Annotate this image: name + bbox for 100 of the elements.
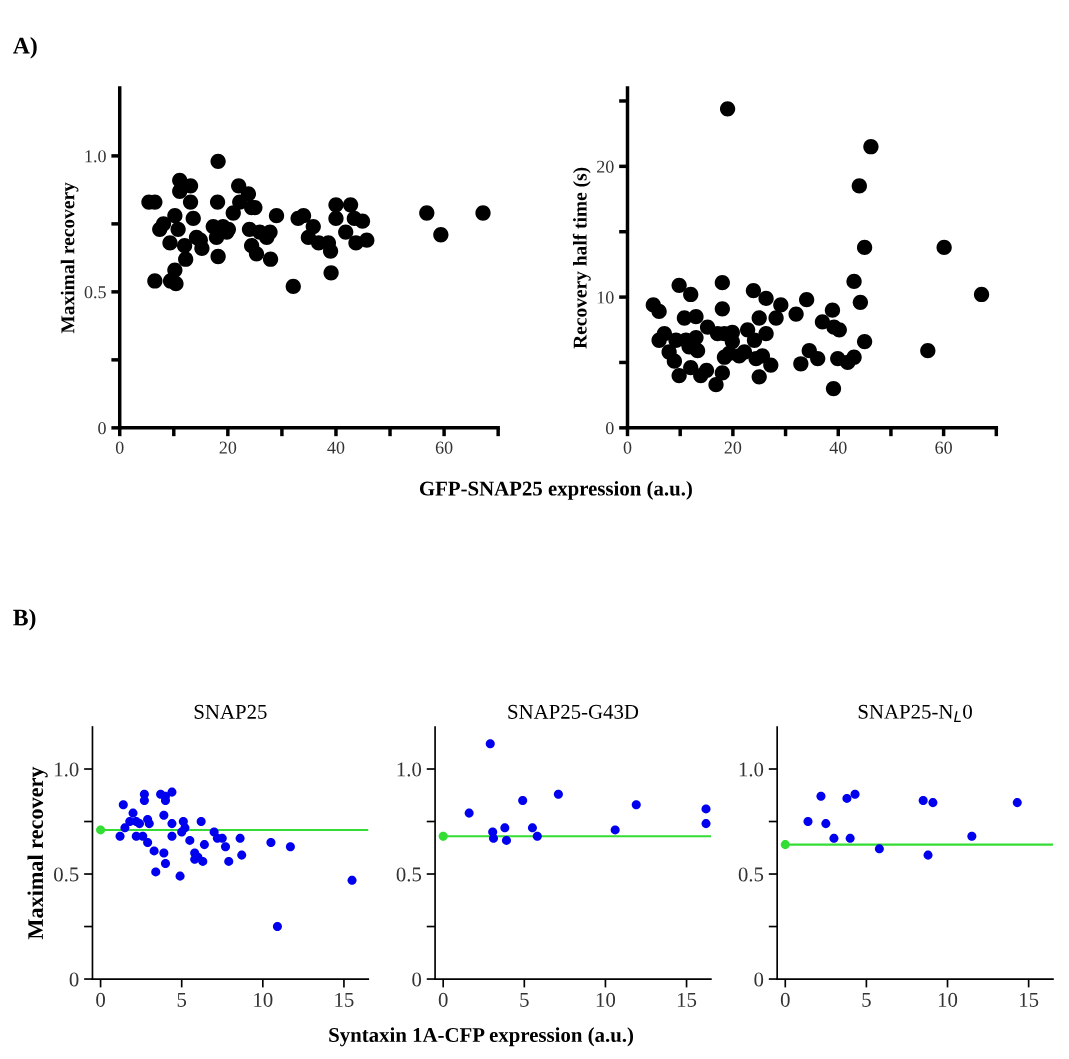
point bbox=[128, 808, 138, 818]
y-tick-label: 0.5 bbox=[54, 867, 79, 882]
text: A) bbox=[13, 37, 37, 59]
point bbox=[159, 848, 169, 858]
point bbox=[159, 810, 169, 820]
point bbox=[803, 817, 813, 827]
point bbox=[874, 844, 884, 854]
point bbox=[196, 817, 206, 827]
point bbox=[347, 875, 357, 885]
y-axis-title: Recovery half time (s) bbox=[572, 167, 591, 349]
x-tick-label: 60 bbox=[435, 441, 453, 454]
x-tick-label: 0 bbox=[438, 992, 448, 1007]
y-tick-label: 1.0 bbox=[55, 762, 79, 777]
point bbox=[266, 838, 276, 848]
x-tick-label: 0 bbox=[115, 441, 124, 454]
point bbox=[532, 831, 542, 841]
y-tick-label: 0.5 bbox=[84, 286, 106, 299]
point bbox=[701, 804, 711, 814]
point bbox=[118, 800, 128, 810]
x-tick-label: 40 bbox=[327, 441, 345, 454]
point bbox=[149, 846, 159, 856]
point bbox=[167, 819, 177, 829]
point bbox=[143, 838, 153, 848]
point bbox=[918, 796, 928, 806]
point bbox=[199, 840, 209, 850]
text: B) bbox=[13, 608, 36, 631]
y-tick-label: 1.0 bbox=[397, 762, 422, 777]
chart-title: SNAP25-N$_{L}$0 bbox=[858, 704, 972, 722]
point bbox=[631, 800, 641, 810]
point bbox=[842, 793, 852, 803]
y-tick-label: 0 bbox=[412, 972, 422, 987]
point bbox=[701, 819, 711, 829]
point bbox=[198, 856, 208, 866]
x-tick-label: 10 bbox=[254, 992, 273, 1007]
point bbox=[488, 833, 498, 843]
x-axis-title: GFP-SNAP25 expression (a.u.) bbox=[419, 480, 692, 500]
point bbox=[120, 823, 130, 833]
point bbox=[928, 798, 938, 808]
point bbox=[923, 850, 933, 860]
point bbox=[167, 787, 177, 797]
point bbox=[272, 922, 282, 932]
point bbox=[438, 831, 448, 841]
point bbox=[518, 796, 528, 806]
point bbox=[527, 823, 537, 833]
x-tick-label: 20 bbox=[724, 441, 742, 454]
y-tick-label: 10 bbox=[597, 291, 614, 304]
point bbox=[610, 825, 620, 835]
x-tick-label: 40 bbox=[829, 441, 847, 454]
y-tick-label: 0 bbox=[98, 422, 106, 435]
point bbox=[144, 819, 154, 829]
point bbox=[816, 791, 826, 801]
point bbox=[821, 819, 831, 829]
point bbox=[464, 808, 474, 818]
x-tick-label: 15 bbox=[677, 992, 697, 1007]
x-tick-label: 15 bbox=[335, 992, 354, 1007]
x-tick-label: 10 bbox=[938, 992, 958, 1007]
point bbox=[220, 842, 231, 852]
point bbox=[139, 796, 149, 806]
point bbox=[160, 859, 170, 869]
y-tick-label: 0 bbox=[605, 422, 614, 435]
point bbox=[115, 831, 125, 841]
x-axis-title: Syntaxin 1A-CFP expression (a.u.) bbox=[329, 1027, 634, 1047]
point bbox=[780, 840, 790, 850]
point bbox=[135, 819, 145, 829]
x-tick-label: 0 bbox=[780, 992, 790, 1007]
y-tick-label: 0.5 bbox=[738, 867, 764, 882]
x-tick-label: 5 bbox=[520, 993, 529, 1007]
y-tick-label: 0 bbox=[754, 972, 764, 987]
x-tick-label: 20 bbox=[219, 441, 237, 454]
point bbox=[237, 850, 247, 860]
point bbox=[185, 835, 195, 845]
y-tick-label: 1.0 bbox=[85, 150, 106, 163]
x-tick-label: 60 bbox=[935, 441, 952, 454]
y-tick-label: 20 bbox=[597, 160, 614, 173]
point bbox=[500, 823, 510, 833]
x-tick-label: 5 bbox=[862, 993, 871, 1007]
point bbox=[553, 789, 563, 799]
chart-title: SNAP25-G43D bbox=[508, 704, 639, 719]
point bbox=[845, 833, 855, 843]
chart-title: SNAP25 bbox=[194, 704, 267, 719]
point bbox=[501, 835, 511, 845]
x-tick-label: 0 bbox=[623, 441, 632, 454]
point bbox=[235, 833, 245, 843]
point bbox=[151, 867, 161, 877]
y-tick-label: 0 bbox=[69, 972, 79, 987]
point bbox=[96, 825, 106, 835]
y-tick-label: 1.0 bbox=[739, 762, 764, 777]
point bbox=[967, 831, 977, 841]
y-tick-label: 0.5 bbox=[396, 867, 422, 882]
point bbox=[485, 739, 495, 749]
point bbox=[829, 833, 839, 843]
point bbox=[177, 827, 187, 837]
point bbox=[850, 789, 860, 799]
point bbox=[285, 842, 295, 852]
y-axis-title: Maximal recovery bbox=[27, 766, 48, 940]
point bbox=[167, 831, 177, 841]
point bbox=[175, 871, 185, 881]
x-tick-label: 15 bbox=[1020, 992, 1039, 1007]
y-axis-title: Maximal recovery bbox=[60, 182, 79, 334]
point bbox=[138, 831, 148, 841]
